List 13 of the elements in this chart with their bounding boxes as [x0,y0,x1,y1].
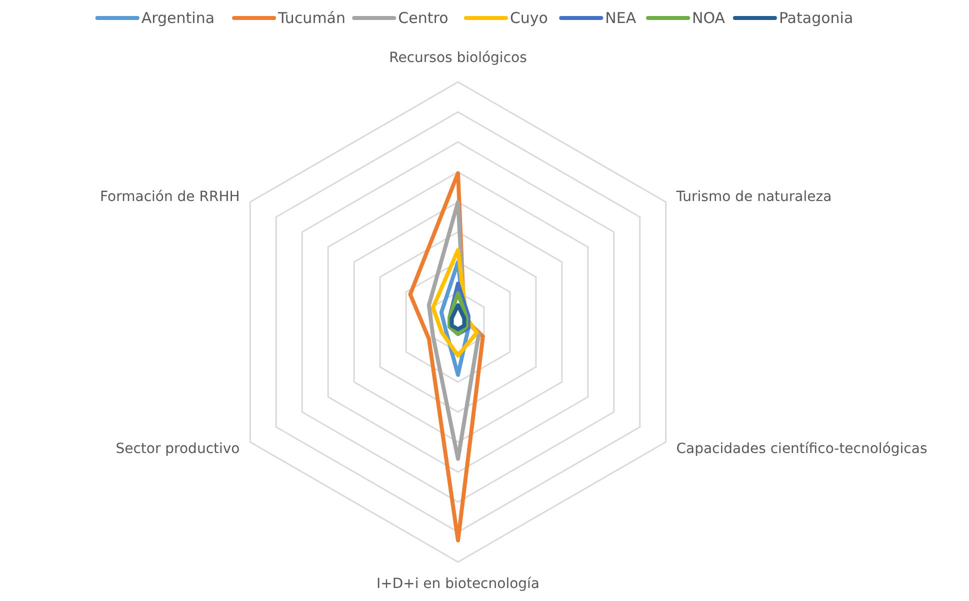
legend-label: Argentina [141,9,215,27]
legend-label: Patagonia [778,9,854,27]
legend-label: Cuyo [510,9,548,27]
spoke-label: I+D+i en biotecnología [376,576,540,592]
legend-label: NEA [605,9,637,27]
legend-label: Tucumán [277,9,346,27]
legend-label: NOA [692,9,726,27]
spoke-label: Formación de RRHH [100,189,240,205]
spoke-label: Turismo de naturaleza [675,189,832,205]
spoke-label: Sector productivo [116,441,240,457]
legend-label: Centro [398,9,448,27]
spoke-label: Recursos biológicos [389,50,527,66]
spoke-label: Capacidades científico-tecnológicas [676,441,928,457]
